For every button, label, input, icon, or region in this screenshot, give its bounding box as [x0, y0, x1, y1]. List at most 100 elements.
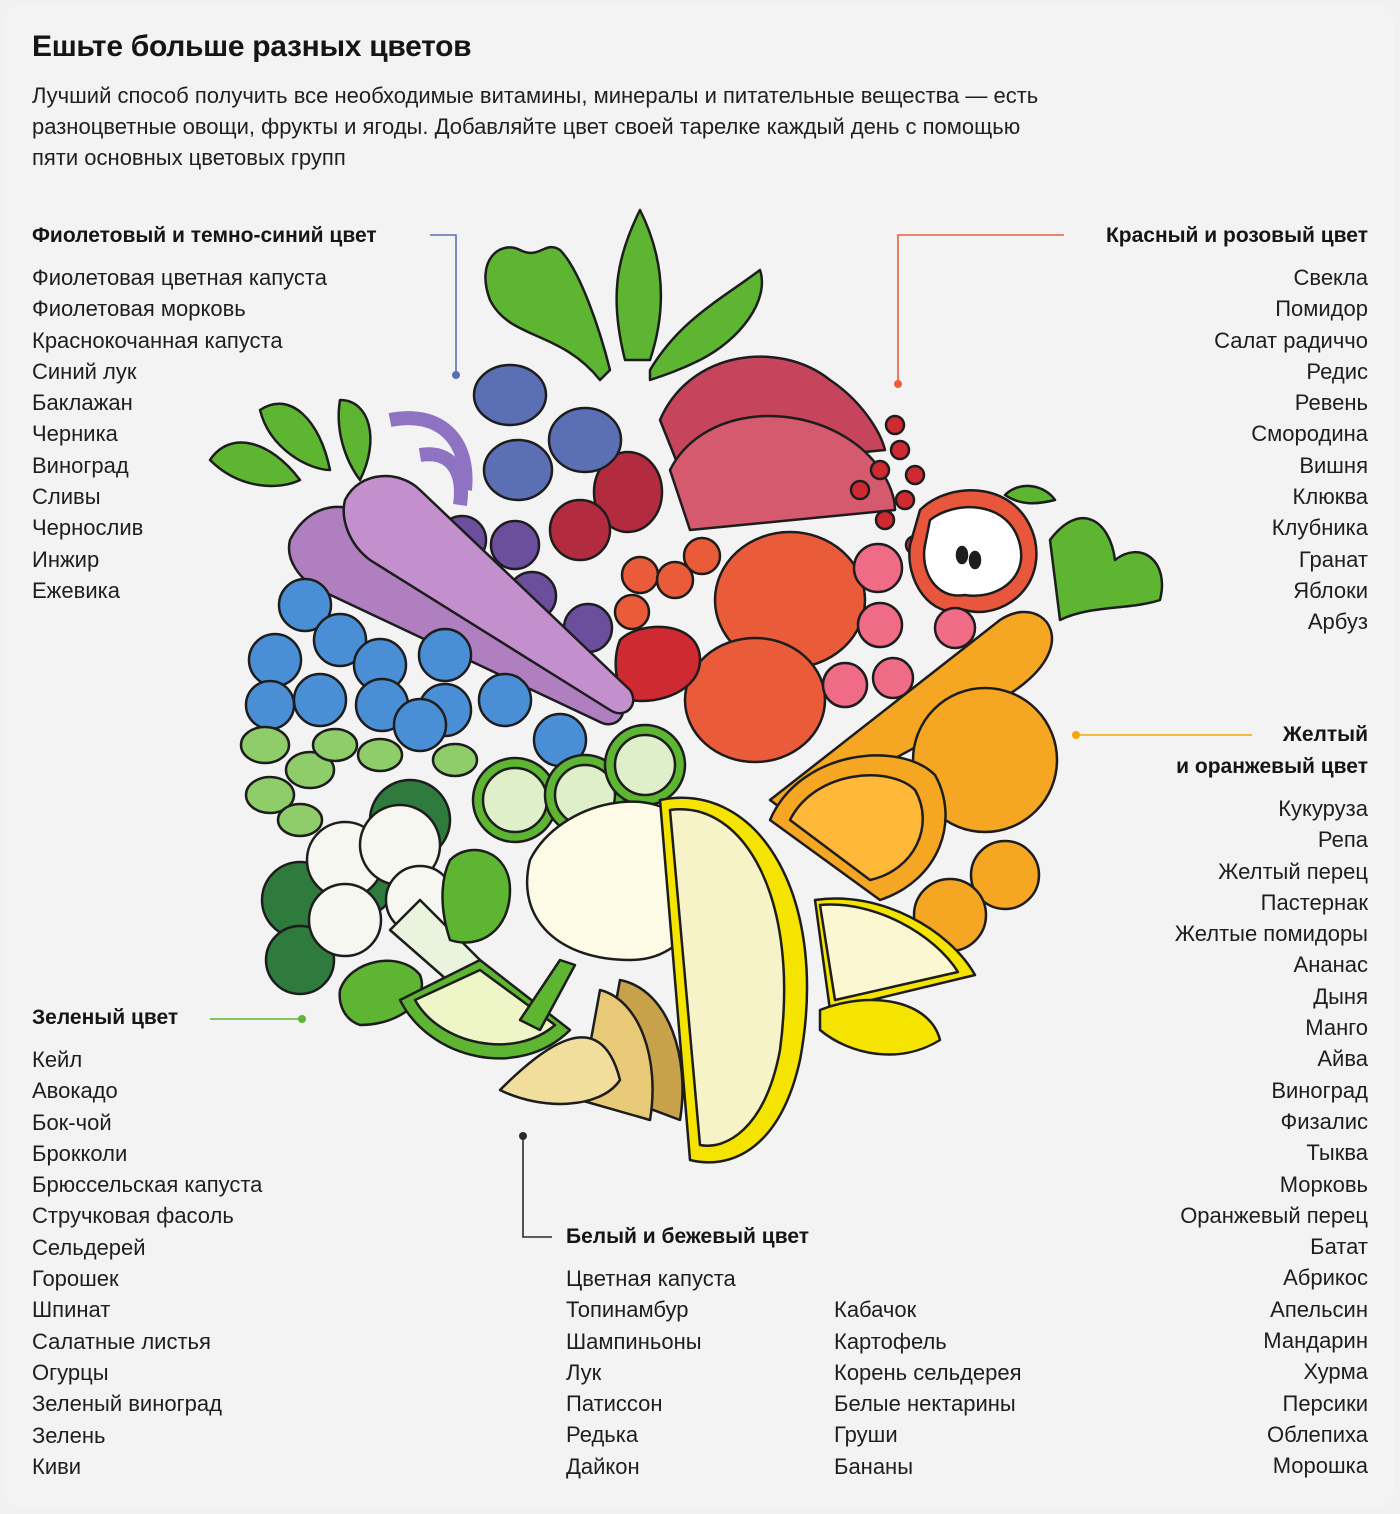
list-item: Мандарин [1263, 1328, 1368, 1354]
list-item: Пастернак [1260, 889, 1368, 915]
list-item: Фиолетовая морковь [32, 296, 246, 322]
plums-icon [472, 363, 623, 502]
list-item: Свекла [1293, 265, 1368, 290]
list-item: Бананы [834, 1453, 914, 1479]
list-item: Облепиха [1267, 1421, 1368, 1447]
list-item: Физалис [1280, 1108, 1368, 1134]
list-item: Яблоки [1293, 577, 1368, 603]
cauliflower-icon [305, 803, 502, 1002]
list-item: Ревень [1294, 390, 1368, 416]
infographic-card [4, 4, 1394, 1508]
list-item: Морошка [1272, 1453, 1368, 1479]
white-group-list-col1: Цветная капуста Топинамбур Шампиньоны Лу… [566, 1263, 834, 1482]
page-subtitle: Лучший способ получить все необходимые в… [32, 83, 1039, 170]
beet-leaves-icon [484, 208, 764, 382]
beet-icon [592, 450, 664, 534]
list-item: Сливы [32, 484, 101, 510]
list-item: Вишня [1299, 452, 1368, 478]
list-item: Патиссон [566, 1391, 663, 1417]
potato-slices-icon [498, 978, 684, 1122]
orange-slice-icon [768, 754, 947, 902]
beet-small-icon [548, 498, 612, 562]
green-group-list: Кейл Авокадо Бок-чой Брокколи Брюссельск… [32, 1044, 262, 1482]
red-group-list: Свекла Помидор Салат радиччо Редис Ревен… [1106, 262, 1368, 638]
lemon-slices-icon [813, 897, 977, 1056]
purple-carrot-icon [287, 474, 635, 726]
list-item: Клюква [1292, 484, 1368, 510]
yellow-group-list: Кукуруза Репа Желтый перец Пастернак Жел… [1175, 793, 1368, 1482]
list-item: Апельсин [1270, 1296, 1368, 1322]
yellow-heading-line1: Желтый [1282, 723, 1368, 746]
raspberries-icon [821, 542, 977, 709]
list-item: Салат радиччо [1214, 327, 1368, 353]
list-item: Фиолетовая цветная капуста [32, 265, 327, 290]
red-cabbage-icon [658, 355, 897, 532]
page-title: Ешьте больше разных цветов [32, 30, 472, 63]
yellow-group: Желтый и оранжевый цвет Кукуруза Репа Же… [1175, 719, 1368, 1482]
mandarin-icon [969, 839, 1041, 911]
list-item: Желтый перец [1218, 858, 1368, 884]
list-item: Персики [1282, 1390, 1369, 1416]
list-item: Клубника [1271, 515, 1368, 541]
green-beans-icon [239, 725, 479, 838]
list-item: Баклажан [32, 390, 133, 416]
red-group-heading: Красный и розовый цвет [1105, 224, 1368, 247]
list-item: Картофель [834, 1328, 947, 1354]
list-item: Виноград [32, 452, 129, 478]
list-item: Хурма [1303, 1359, 1368, 1385]
list-item: Шампиньоны [566, 1328, 702, 1354]
list-item: Виноград [1271, 1077, 1368, 1103]
red-onion-icon [388, 411, 473, 506]
list-item: Смородина [1251, 421, 1368, 447]
list-item: Морковь [1279, 1171, 1368, 1197]
list-item: Редька [566, 1422, 639, 1448]
list-item: Киви [32, 1453, 82, 1479]
red-group: Красный и розовый цвет Свекла Помидор Са… [1106, 220, 1368, 638]
list-item: Цветная капуста [566, 1266, 736, 1291]
list-item: Кукуруза [1278, 796, 1368, 821]
list-item: Гранат [1298, 546, 1368, 572]
list-item: Оранжевый перец [1180, 1202, 1368, 1228]
list-item: Кейл [32, 1047, 83, 1072]
yellow-group-heading: Желтый и оранжевый цвет [1175, 719, 1368, 783]
list-item: Арбуз [1307, 609, 1368, 635]
list-item: Синий лук [32, 358, 137, 384]
carrot-tops-icon [208, 398, 372, 488]
cucumber-slices-icon [471, 723, 687, 844]
currants-icon [613, 536, 722, 631]
purple-group-heading: Фиолетовый и темно-синий цвет [32, 224, 377, 247]
list-item: Груши [834, 1422, 898, 1448]
blueberries-icon [244, 577, 588, 768]
purple-group: Фиолетовый и темно-синий цвет Фиолетовая… [32, 220, 377, 606]
list-item: Бок-чой [32, 1109, 112, 1135]
list-item: Кабачок [834, 1297, 917, 1323]
purple-group-list: Фиолетовая цветная капуста Фиолетовая мо… [32, 262, 377, 606]
list-item: Корень сельдерея [834, 1359, 1022, 1385]
melon-slice-icon [658, 796, 809, 1164]
list-item: Манго [1305, 1015, 1368, 1041]
list-item: Ежевика [32, 577, 120, 603]
green-group-heading: Зеленый цвет [32, 1006, 179, 1029]
list-item: Инжир [32, 546, 100, 572]
list-item: Брокколи [32, 1140, 128, 1166]
spinach-leaf-icon [441, 848, 512, 944]
list-item: Топинамбур [566, 1297, 689, 1323]
list-item: Зелень [32, 1422, 106, 1448]
white-group: Белый и бежевый цвет Цветная капуста Топ… [566, 1221, 1022, 1482]
list-item: Зеленый виноград [32, 1391, 222, 1417]
yellow-heading-line2: и оранжевый цвет [1176, 755, 1368, 778]
list-item: Чернослив [32, 515, 144, 541]
tomato2-icon [683, 636, 827, 764]
list-item: Репа [1317, 827, 1368, 853]
list-item: Батат [1310, 1234, 1368, 1260]
list-item: Черника [32, 421, 118, 447]
list-item: Помидор [1275, 296, 1368, 322]
list-item: Дайкон [566, 1453, 640, 1479]
white-group-columns: Цветная капуста Топинамбур Шампиньоны Лу… [566, 1263, 1022, 1482]
list-item: Ананас [1293, 952, 1368, 978]
lemon-slice-icon [398, 958, 572, 1060]
list-item: Дыня [1313, 983, 1368, 1009]
list-item: Стручковая фасоль [32, 1203, 234, 1229]
list-item: Салатные листья [32, 1328, 211, 1354]
list-item: Брюссельская капуста [32, 1172, 263, 1198]
